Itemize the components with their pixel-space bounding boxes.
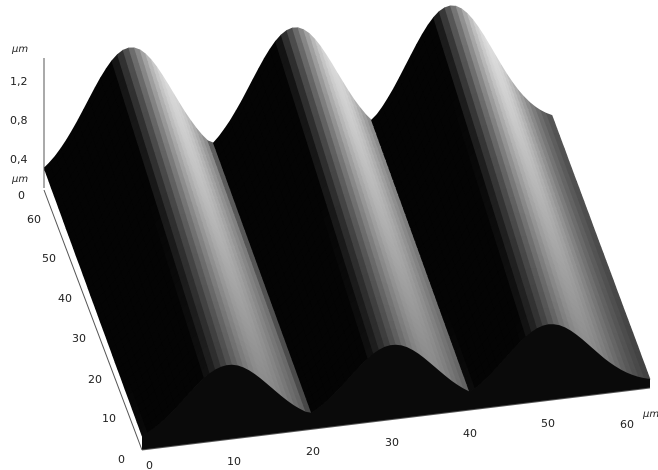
y-tick-label: 0 bbox=[118, 453, 125, 466]
axes-layer: 0 0,4 0,8 1,2 µm µm 0 10 20 30 40 50 60 … bbox=[10, 44, 658, 470]
x-tick-label: 30 bbox=[385, 436, 399, 449]
y-axis-line bbox=[43, 189, 143, 451]
y-tick-label: 10 bbox=[102, 412, 116, 425]
x-tick-label: 0 bbox=[146, 459, 153, 470]
y-axis-unit: µm bbox=[11, 174, 28, 185]
z-tick-label: 0,4 bbox=[10, 153, 28, 166]
surface-front-face bbox=[142, 324, 650, 450]
z-axis-unit: µm bbox=[11, 44, 28, 55]
x-axis-line bbox=[141, 387, 651, 451]
x-tick-label: 50 bbox=[541, 417, 555, 430]
z-axis-ticks: 0 0,4 0,8 1,2 bbox=[10, 75, 28, 202]
x-tick-label: 10 bbox=[227, 455, 241, 468]
y-tick-label: 40 bbox=[58, 292, 72, 305]
x-tick-label: 60 bbox=[620, 418, 634, 431]
z-tick-label: 1,2 bbox=[10, 75, 28, 88]
y-tick-label: 30 bbox=[72, 332, 86, 345]
z-tick-label: 0 bbox=[18, 189, 25, 202]
y-tick-label: 50 bbox=[42, 252, 56, 265]
y-tick-label: 20 bbox=[88, 373, 102, 386]
x-axis-unit: µm bbox=[642, 409, 658, 420]
y-axis-ticks: 0 10 20 30 40 50 60 bbox=[27, 213, 125, 466]
z-tick-label: 0,8 bbox=[10, 114, 28, 127]
x-tick-label: 40 bbox=[463, 427, 477, 440]
x-tick-label: 20 bbox=[306, 445, 320, 458]
surface-layer bbox=[43, 5, 651, 450]
x-axis-ticks: 0 10 20 30 40 50 60 bbox=[146, 417, 634, 470]
y-tick-label: 60 bbox=[27, 213, 41, 226]
